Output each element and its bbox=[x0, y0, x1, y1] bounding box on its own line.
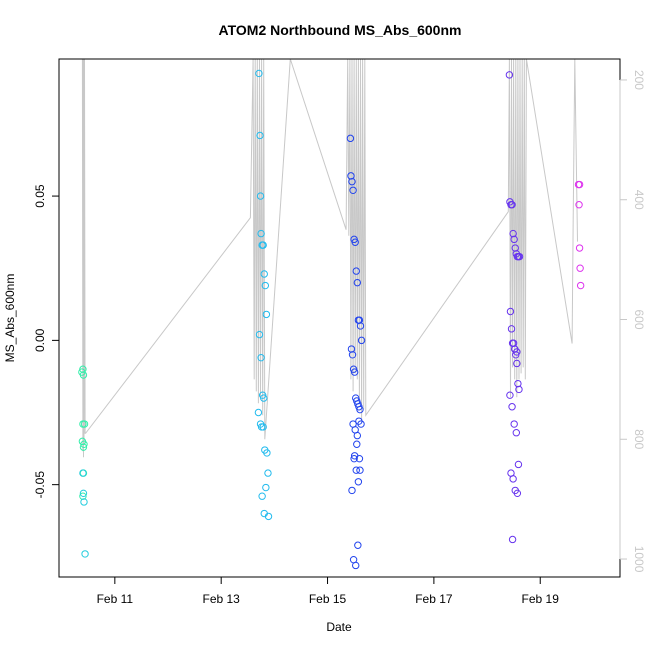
data-point-s3-22 bbox=[258, 492, 266, 500]
data-point-s3-4 bbox=[257, 229, 265, 238]
x-axis: Feb 11 Feb 13 Feb 15 Feb 17 Feb 19 bbox=[97, 576, 560, 606]
data-point-s4-7 bbox=[352, 267, 360, 275]
data-point-s3-6 bbox=[259, 241, 267, 249]
data-point-s5-27 bbox=[509, 475, 517, 483]
data-point-s4-3 bbox=[348, 177, 356, 186]
data-point-s4-6 bbox=[351, 238, 359, 246]
data-point-s3-17 bbox=[259, 423, 267, 431]
y2-tick-label: 1000 bbox=[632, 546, 646, 573]
data-point-s4-25 bbox=[353, 431, 362, 440]
data-point-s4-37 bbox=[355, 417, 363, 425]
data-point-s5-6 bbox=[510, 235, 518, 244]
data-point-s4-16 bbox=[350, 368, 359, 376]
data-point-s5-20 bbox=[515, 385, 523, 394]
data-point-s6-3 bbox=[575, 244, 584, 252]
data-point-s5-11 bbox=[515, 252, 524, 261]
data-point-s3-10 bbox=[255, 330, 264, 339]
data-point-s3-2 bbox=[256, 131, 264, 140]
data-point-s1-8 bbox=[80, 420, 89, 428]
data-point-s4-14 bbox=[348, 351, 357, 359]
data-point-s3-3 bbox=[256, 192, 265, 200]
data-point-s4-32 bbox=[352, 561, 360, 570]
data-point-s6-4 bbox=[576, 264, 584, 272]
data-point-s4-27 bbox=[350, 454, 358, 463]
data-point-s4-33 bbox=[354, 541, 362, 549]
data-point-s3-13 bbox=[260, 394, 268, 402]
x-tick-label: Feb 17 bbox=[415, 592, 453, 606]
data-point-s5-13 bbox=[507, 325, 516, 333]
data-point-s2-4 bbox=[81, 550, 89, 558]
data-point-s4-35 bbox=[350, 452, 359, 460]
secondary-y-axis: 200 400 600 800 1000 bbox=[619, 70, 646, 573]
data-point-s5-24 bbox=[512, 429, 521, 437]
data-point-s6-2 bbox=[575, 201, 583, 209]
data-point-s4-30 bbox=[348, 486, 356, 495]
y-tick-label: 0.00 bbox=[33, 328, 47, 352]
x-tick-label: Feb 13 bbox=[203, 592, 241, 606]
data-point-s3-9 bbox=[262, 310, 271, 319]
data-point-s4-29 bbox=[354, 478, 363, 486]
y2-tick-label: 800 bbox=[632, 429, 646, 449]
y2-tick-label: 600 bbox=[632, 309, 646, 329]
x-tick-label: Feb 11 bbox=[97, 592, 134, 606]
data-point-s3-20 bbox=[264, 469, 272, 477]
data-point-s4-1 bbox=[346, 134, 355, 143]
data-point-s1-6 bbox=[79, 443, 88, 451]
data-point-s6-6 bbox=[575, 180, 584, 189]
data-point-s4-36 bbox=[353, 440, 361, 448]
data-point-s5-12 bbox=[506, 307, 515, 316]
data-point-s2-3 bbox=[80, 498, 88, 506]
y-tick-label: 0.05 bbox=[33, 184, 47, 208]
data-point-s5-21 bbox=[506, 391, 514, 399]
plot-frame bbox=[58, 58, 621, 578]
data-point-s3-8 bbox=[261, 281, 270, 290]
data-point-s4-8 bbox=[353, 278, 362, 287]
data-point-s5-32 bbox=[513, 348, 521, 356]
data-point-s3-14 bbox=[254, 408, 263, 417]
data-points-layer bbox=[78, 69, 585, 570]
x-axis-label: Date bbox=[326, 620, 352, 634]
chart-title: ATOM2 Northbound MS_Abs_600nm bbox=[219, 22, 462, 38]
data-point-s5-1 bbox=[505, 71, 514, 79]
data-point-s3-19 bbox=[263, 449, 271, 457]
x-tick-label: Feb 15 bbox=[309, 592, 347, 606]
data-point-s1-3 bbox=[79, 371, 88, 379]
data-point-s1-2 bbox=[79, 365, 87, 373]
y2-tick-label: 200 bbox=[632, 70, 646, 90]
data-point-s5-22 bbox=[508, 403, 516, 411]
data-point-s5-4 bbox=[508, 201, 516, 209]
data-point-s2-1 bbox=[79, 469, 87, 477]
y2-tick-label: 400 bbox=[632, 190, 646, 210]
data-point-s3-11 bbox=[257, 353, 265, 362]
data-point-s3-24 bbox=[260, 509, 268, 518]
data-point-s3-21 bbox=[262, 483, 270, 492]
data-point-s5-18 bbox=[513, 359, 521, 368]
data-point-s5-30 bbox=[508, 535, 517, 544]
secondary-series-line bbox=[81, 59, 578, 458]
data-point-s4-11 bbox=[356, 322, 365, 330]
data-point-s5-23 bbox=[510, 420, 518, 428]
data-point-s4-21 bbox=[356, 405, 364, 414]
y-axis: 0.05 0.00 -0.05 bbox=[33, 184, 60, 499]
y-axis-label: MS_Abs_600nm bbox=[3, 274, 17, 363]
x-tick-label: Feb 19 bbox=[522, 592, 560, 606]
data-point-s4-4 bbox=[349, 186, 357, 195]
data-point-s1-7 bbox=[80, 440, 88, 448]
data-point-s4-28 bbox=[352, 466, 360, 474]
data-point-s3-7 bbox=[260, 270, 268, 278]
data-point-s6-5 bbox=[576, 281, 585, 290]
data-point-s4-34 bbox=[356, 466, 364, 474]
secondary-line-layer bbox=[81, 59, 578, 458]
data-point-s4-12 bbox=[357, 336, 366, 345]
data-point-s2-2 bbox=[79, 489, 88, 498]
data-point-s3-1 bbox=[255, 69, 263, 78]
data-point-s5-29 bbox=[513, 489, 522, 498]
y-tick-label: -0.05 bbox=[33, 471, 47, 499]
data-point-s5-25 bbox=[514, 460, 523, 469]
